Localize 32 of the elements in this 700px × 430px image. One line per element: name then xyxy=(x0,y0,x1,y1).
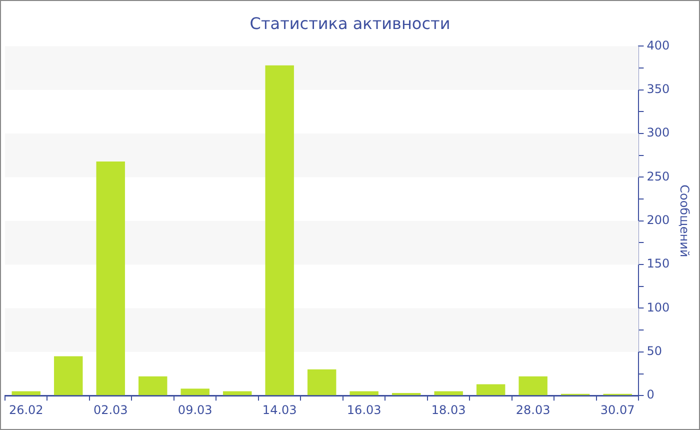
bar xyxy=(307,369,336,396)
y-tick-label: 200 xyxy=(646,213,670,228)
y-tick-label: 0 xyxy=(646,388,654,402)
y-axis-title: Сообщений xyxy=(678,184,692,258)
x-tick-label: 30.07 xyxy=(600,402,635,417)
y-tick-label: 100 xyxy=(646,300,670,314)
y-tick-label: 350 xyxy=(646,82,670,96)
bar xyxy=(222,391,252,396)
bar xyxy=(518,376,548,396)
x-tick-label: 28.03 xyxy=(516,402,550,417)
bar xyxy=(392,392,421,396)
x-tick-label: 09.03 xyxy=(178,402,212,417)
bar xyxy=(476,384,506,396)
x-tick-label: 26.02 xyxy=(8,402,44,417)
y-tick-label: 150 xyxy=(646,256,670,271)
bar xyxy=(350,391,378,396)
x-tick-label: 18.03 xyxy=(431,402,466,417)
bar xyxy=(12,391,40,396)
bar xyxy=(96,162,125,396)
bar xyxy=(180,388,210,396)
x-tick-label: 14.03 xyxy=(262,402,297,417)
bar xyxy=(265,65,294,396)
x-tick-label: 16.03 xyxy=(346,402,382,417)
y-tick-label: 250 xyxy=(646,169,670,184)
bar xyxy=(434,391,463,396)
x-tick-label: 02.03 xyxy=(93,402,128,417)
bar xyxy=(54,356,83,396)
bar xyxy=(138,376,168,396)
y-tick-label: 300 xyxy=(646,126,670,140)
y-tick-label: 400 xyxy=(646,38,670,52)
chart-title: Статистика активности xyxy=(250,14,450,33)
y-tick-label: 50 xyxy=(646,344,662,358)
